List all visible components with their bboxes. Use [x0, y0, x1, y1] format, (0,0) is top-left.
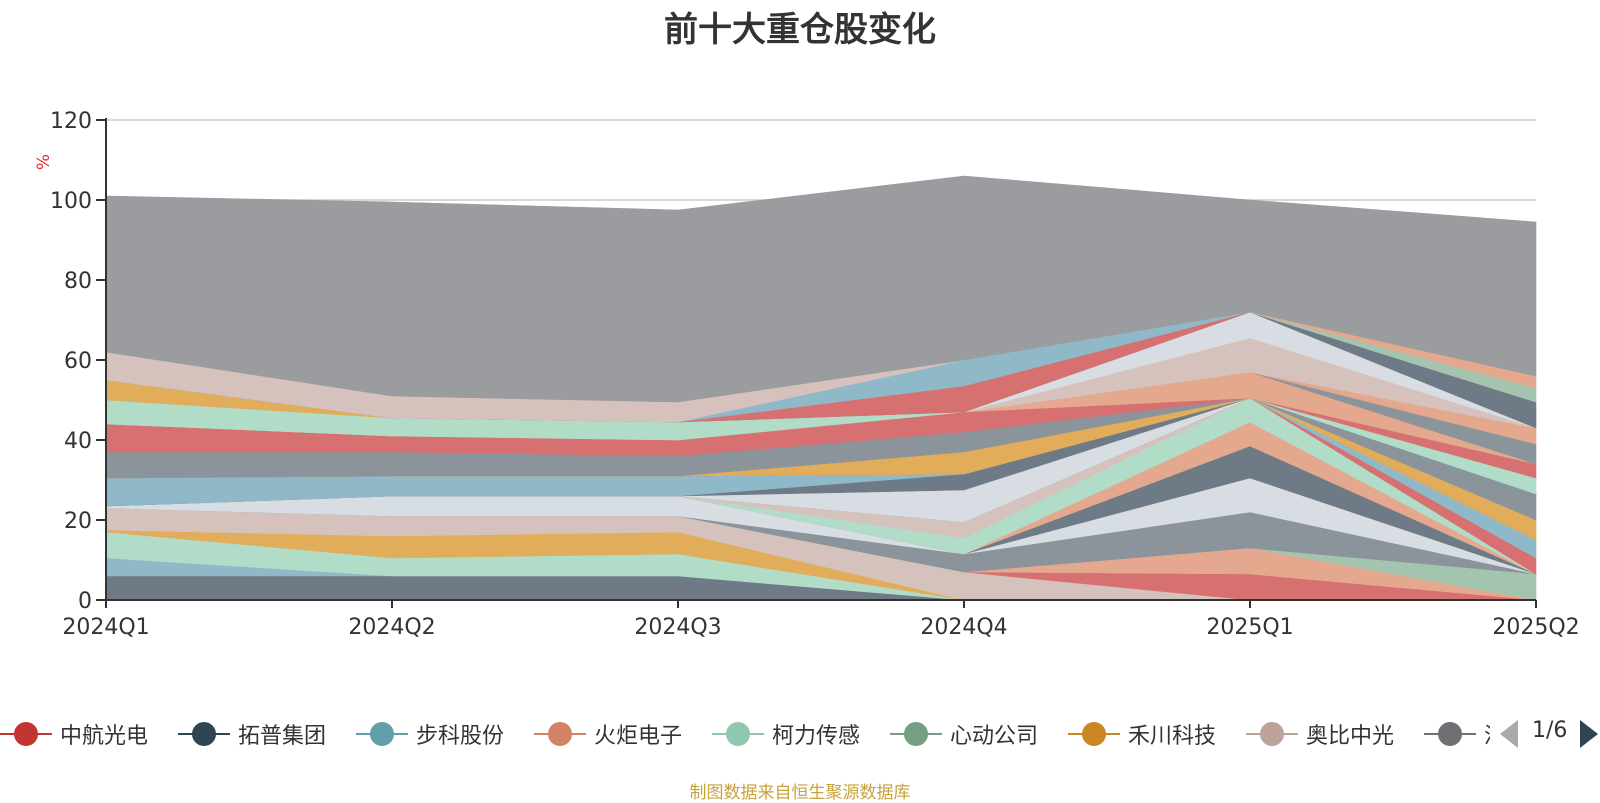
legend-item[interactable]: 步科股份 [356, 716, 504, 752]
area-series [105, 175, 1537, 601]
legend-item[interactable]: 心动公司 [890, 716, 1038, 752]
legend-label: 柯力传感 [772, 724, 861, 749]
legend: 中航光电 拓普集团 步科股份 火炬电子 柯力传感 心动公司 禾川科技 奥比中光 汇 [0, 716, 1490, 756]
y-tick-label: 80 [64, 269, 92, 294]
x-tick-label: 2025Q1 [1206, 615, 1293, 640]
x-tick-label: 2024Q3 [634, 615, 721, 640]
y-tick-label: 60 [64, 349, 92, 374]
y-axis-label: % [34, 154, 54, 170]
legend-marker-icon [356, 722, 408, 746]
data-source-note: 制图数据来自恒生聚源数据库 [689, 783, 911, 803]
legend-pager: 1/6 [1496, 716, 1600, 752]
legend-page-indicator: 1/6 [1532, 718, 1568, 743]
y-tick-label: 120 [50, 109, 92, 134]
x-tick-label: 2025Q2 [1492, 615, 1579, 640]
legend-next-page-icon[interactable] [1580, 720, 1598, 748]
legend-label: 禾川科技 [1128, 724, 1217, 749]
legend-item[interactable]: 奥比中光 [1246, 716, 1394, 752]
legend-marker-icon [1068, 722, 1120, 746]
legend-marker-icon [712, 722, 764, 746]
chart-title: 前十大重仓股变化 [664, 10, 936, 50]
x-tick-label: 2024Q4 [920, 615, 1007, 640]
y-tick-label: 0 [78, 589, 92, 614]
y-tick-label: 100 [50, 189, 92, 214]
legend-item[interactable]: 中航光电 [0, 716, 148, 752]
legend-marker-icon [1424, 722, 1476, 746]
legend-marker-icon [534, 722, 586, 746]
legend-item[interactable]: 柯力传感 [712, 716, 860, 752]
legend-item[interactable]: 禾川科技 [1068, 716, 1216, 752]
legend-label: 拓普集团 [238, 724, 327, 749]
legend-item[interactable]: 汇 [1424, 716, 1490, 752]
legend-item[interactable]: 拓普集团 [178, 716, 326, 752]
stacked-area-chart: 0 20 40 60 80 100 120 2024Q1 2024Q2 2024Q3 2024Q4 2… [34, 109, 1580, 640]
legend-marker-icon [0, 722, 52, 746]
legend-label: 心动公司 [950, 724, 1039, 749]
legend-marker-icon [178, 722, 230, 746]
x-tick-label: 2024Q2 [348, 615, 435, 640]
legend-label: 汇 [1484, 718, 1490, 750]
y-tick-label: 40 [64, 429, 92, 454]
legend-marker-icon [890, 722, 942, 746]
legend-label: 中航光电 [60, 724, 149, 749]
legend-prev-page-icon[interactable] [1500, 720, 1518, 748]
y-tick-label: 20 [64, 509, 92, 534]
legend-marker-icon [1246, 722, 1298, 746]
legend-item[interactable]: 火炬电子 [534, 716, 682, 752]
legend-label: 步科股份 [416, 724, 505, 749]
legend-label: 火炬电子 [594, 724, 683, 749]
legend-label: 奥比中光 [1306, 724, 1395, 749]
x-tick-label: 2024Q1 [62, 615, 149, 640]
area-series-40 [105, 175, 1537, 403]
axes: 0 20 40 60 80 100 120 2024Q1 2024Q2 2024Q3 2024Q4 2… [50, 109, 1580, 640]
